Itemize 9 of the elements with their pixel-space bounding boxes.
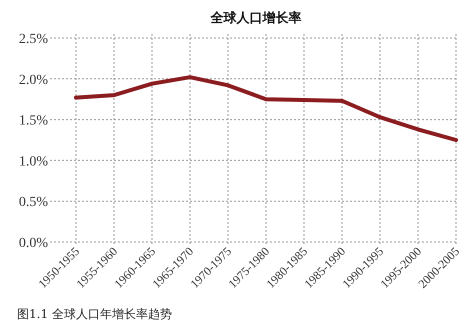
chart-title: 全球人口增长率 (210, 10, 302, 26)
line-series (74, 75, 458, 142)
y-tick-label: 0.5% (18, 195, 48, 210)
y-tick-label: 1.0% (18, 154, 48, 170)
caption: 图1.1 全球人口年增长率趋势 (17, 307, 172, 321)
y-tick-label: 0.0% (18, 236, 48, 251)
y-tick-label: 1.5% (18, 114, 48, 129)
y-tick-label: 2.0% (18, 72, 48, 88)
y-tick-label: 2.5% (18, 32, 48, 47)
